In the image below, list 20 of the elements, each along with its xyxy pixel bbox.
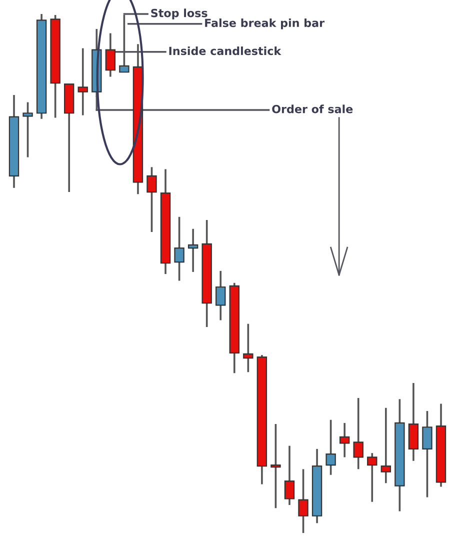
candlestick [270, 423, 281, 509]
candlestick [284, 444, 295, 506]
annotation: Stop loss [151, 8, 208, 20]
annotation: Inside candlestick [169, 46, 282, 56]
candlestick [243, 322, 254, 374]
candlestick [380, 407, 392, 484]
candlestick [353, 397, 364, 470]
candlestick [422, 410, 432, 498]
candlestick [22, 101, 33, 158]
candlestick [216, 270, 226, 322]
annotation: Order of sale [272, 104, 353, 114]
candlestick [174, 216, 184, 282]
candlestick [339, 422, 350, 458]
candlestick [188, 228, 198, 273]
candlestick [146, 166, 157, 233]
candlestick [367, 452, 378, 503]
candlestick [326, 418, 336, 476]
candlestick [298, 468, 308, 533]
candlestick [78, 47, 88, 116]
annotation: False break pin bar [205, 18, 325, 30]
